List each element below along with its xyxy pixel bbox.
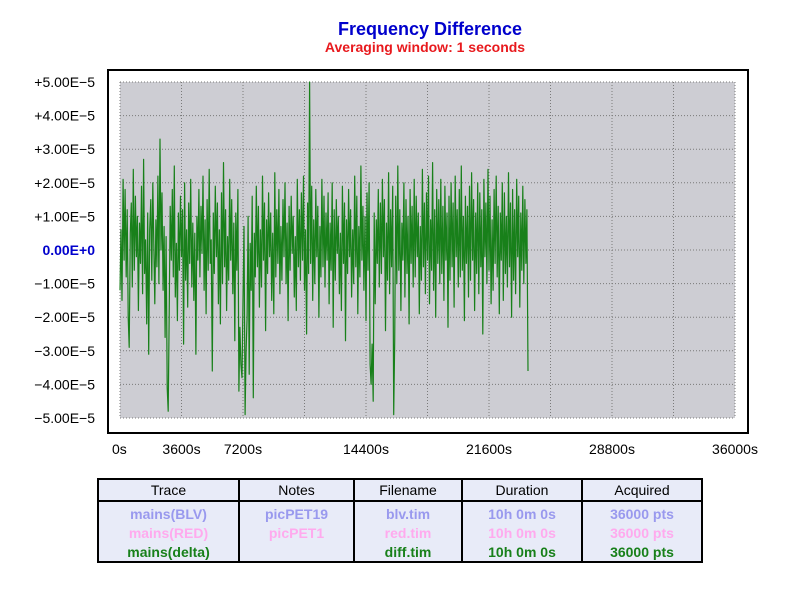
table-cell-filename: red.tim (353, 523, 463, 542)
x-tick-label: 14400s (343, 441, 389, 457)
table-header-duration: Duration (461, 478, 583, 502)
table-header-notes: Notes (238, 478, 355, 502)
x-tick-label: 21600s (466, 441, 512, 457)
table-cell-acquired: 36000 pts (581, 523, 703, 542)
table-cell-duration: 10h 0m 0s (461, 542, 583, 563)
x-tick-label: 28800s (589, 441, 635, 457)
table-header-filename: Filename (353, 478, 463, 502)
table-cell-filename: blv.tim (353, 501, 463, 523)
chart-subtitle: Averaging window: 1 seconds (324, 39, 526, 55)
series-line-mains-delta (119, 81, 529, 416)
y-tick-label: +1.00E−5 (34, 208, 95, 224)
y-tick-label: −2.00E−5 (34, 309, 95, 325)
y-tick-label: −1.00E−5 (34, 276, 95, 292)
y-tick-label: −5.00E−5 (34, 410, 95, 426)
y-tick-label: +3.00E−5 (34, 141, 95, 157)
table-cell-duration: 10h 0m 0s (461, 501, 583, 523)
y-tick-label: +4.00E−5 (34, 108, 95, 124)
table-cell-notes (238, 542, 355, 563)
table-row: mains(delta) diff.tim 10h 0m 0s 36000 pt… (97, 542, 703, 563)
table-cell-filename: diff.tim (353, 542, 463, 563)
table-cell-duration: 10h 0m 0s (461, 523, 583, 542)
x-tick-label: 3600s (162, 441, 200, 457)
x-tick-label: 0s (112, 441, 127, 457)
table-cell-notes: picPET19 (238, 501, 355, 523)
table-cell-notes: picPET1 (238, 523, 355, 542)
table-cell-trace: mains(BLV) (97, 501, 240, 523)
table-header-acquired: Acquired (581, 478, 703, 502)
y-tick-label: −4.00E−5 (34, 376, 95, 392)
table-cell-acquired: 36000 pts (581, 542, 703, 563)
y-tick-label: 0.00E+0 (42, 242, 95, 258)
trace-info-table: Trace Notes Filename Duration Acquired m… (97, 478, 703, 563)
table-cell-trace: mains(delta) (97, 542, 240, 563)
chart-area: +5.00E−5 +4.00E−5 +3.00E−5 +2.00E−5 +1.00E−5… (34, 69, 758, 457)
table-header-row: Trace Notes Filename Duration Acquired (97, 478, 703, 502)
y-tick-label: −3.00E−5 (34, 343, 95, 359)
x-tick-label: 36000s (712, 441, 758, 457)
table-cell-trace: mains(RED) (97, 523, 240, 542)
y-tick-label: +2.00E−5 (34, 175, 95, 191)
chart-title: Frequency Difference (337, 19, 523, 39)
table-header-trace: Trace (97, 478, 240, 502)
table-cell-acquired: 36000 pts (581, 501, 703, 523)
y-tick-label: +5.00E−5 (34, 74, 95, 90)
table-row: mains(BLV) picPET19 blv.tim 10h 0m 0s 36… (97, 501, 703, 523)
table-row: mains(RED) picPET1 red.tim 10h 0m 0s 360… (97, 523, 703, 542)
x-tick-label: 7200s (224, 441, 262, 457)
